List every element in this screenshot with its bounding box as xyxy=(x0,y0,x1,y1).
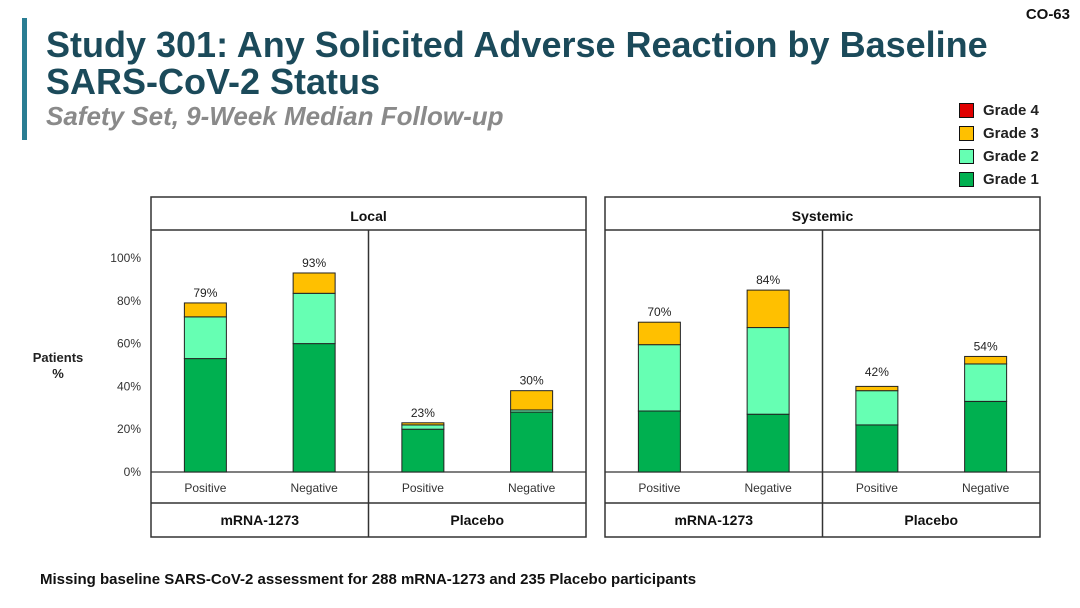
footnote: Missing baseline SARS-CoV-2 assessment f… xyxy=(40,571,697,588)
bar-segment-grade-1 xyxy=(510,411,554,473)
bar-total-label: 42% xyxy=(865,365,889,379)
x-tick-label: Negative xyxy=(508,481,556,495)
bar-segment-grade-3 xyxy=(964,355,1008,365)
legend-label-grade-4: Grade 4 xyxy=(983,102,1039,119)
y-axis-label-line-1: Patients xyxy=(32,350,84,365)
bar-segment-grade-3 xyxy=(292,272,336,294)
slide-id: CO-63 xyxy=(1025,6,1070,23)
bar-segment-grade-2 xyxy=(183,316,227,360)
bar-segment-grade-3 xyxy=(855,385,899,392)
group-label: Placebo xyxy=(450,512,504,528)
bar-segment-grade-1 xyxy=(183,358,227,473)
panel-title: Systemic xyxy=(792,208,854,224)
y-tick-label: 40% xyxy=(117,379,141,393)
bar-total-label: 30% xyxy=(520,374,544,388)
slide-title: Study 301: Any Solicited Adverse Reactio… xyxy=(46,24,988,102)
legend-swatch-grade-4 xyxy=(959,103,974,118)
bar-segment-grade-1 xyxy=(637,410,681,473)
slide-subtitle: Safety Set, 9-Week Median Follow-up xyxy=(46,101,504,131)
bar-segment-grade-2 xyxy=(964,363,1008,402)
group-label: mRNA-1273 xyxy=(674,512,753,528)
legend-swatch-grade-3 xyxy=(959,126,974,141)
y-tick-label: 80% xyxy=(117,294,141,308)
x-tick-label: Positive xyxy=(402,481,444,495)
bar-segment-grade-3 xyxy=(637,321,681,346)
y-tick-label: 0% xyxy=(124,465,142,479)
bar-segment-grade-1 xyxy=(401,428,445,473)
legend-label-grade-2: Grade 2 xyxy=(983,148,1039,165)
legend-item-grade-3: Grade 3 xyxy=(959,122,1039,145)
bar-segment-grade-2 xyxy=(292,292,336,345)
legend-item-grade-2: Grade 2 xyxy=(959,145,1039,168)
group-label: Placebo xyxy=(904,512,958,528)
bar-segment-grade-2 xyxy=(855,390,899,426)
legend-swatch-grade-2 xyxy=(959,149,974,164)
bar-segment-grade-2 xyxy=(637,344,681,412)
y-tick-label: 100% xyxy=(110,251,141,265)
x-tick-label: Positive xyxy=(184,481,226,495)
x-tick-label: Positive xyxy=(856,481,898,495)
y-tick-label: 20% xyxy=(117,422,141,436)
x-tick-label: Positive xyxy=(638,481,680,495)
bar-segment-grade-1 xyxy=(964,400,1008,473)
y-tick-label: 60% xyxy=(117,337,141,351)
bar-segment-grade-2 xyxy=(746,327,790,415)
bar-total-label: 70% xyxy=(647,305,671,319)
bar-segment-grade-3 xyxy=(746,289,790,329)
legend: Grade 4 Grade 3 Grade 2 Grade 1 xyxy=(959,99,1039,191)
legend-label-grade-1: Grade 1 xyxy=(983,171,1039,188)
legend-item-grade-4: Grade 4 xyxy=(959,99,1039,122)
bar-total-label: 54% xyxy=(974,339,998,353)
panel-title: Local xyxy=(350,208,387,224)
bar-segment-grade-1 xyxy=(746,413,790,473)
bar-total-label: 93% xyxy=(302,256,326,270)
y-axis-label: Patients % xyxy=(28,350,88,382)
title-accent-bar xyxy=(22,18,27,140)
bar-total-label: 79% xyxy=(193,286,217,300)
legend-label-grade-3: Grade 3 xyxy=(983,125,1039,142)
bar-segment-grade-3 xyxy=(183,302,227,318)
x-tick-label: Negative xyxy=(962,481,1010,495)
bar-segment-grade-1 xyxy=(292,343,336,473)
bar-segment-grade-3 xyxy=(510,390,554,411)
group-label: mRNA-1273 xyxy=(220,512,299,528)
legend-swatch-grade-1 xyxy=(959,172,974,187)
bar-segment-grade-3 xyxy=(401,422,445,426)
bar-total-label: 84% xyxy=(756,273,780,287)
bar-total-label: 23% xyxy=(411,406,435,420)
legend-item-grade-1: Grade 1 xyxy=(959,168,1039,191)
y-axis-label-line-2: % xyxy=(52,366,64,381)
x-tick-label: Negative xyxy=(290,481,338,495)
bar-segment-grade-1 xyxy=(855,424,899,473)
bar-segment-grade-2 xyxy=(401,424,445,430)
x-tick-label: Negative xyxy=(744,481,792,495)
